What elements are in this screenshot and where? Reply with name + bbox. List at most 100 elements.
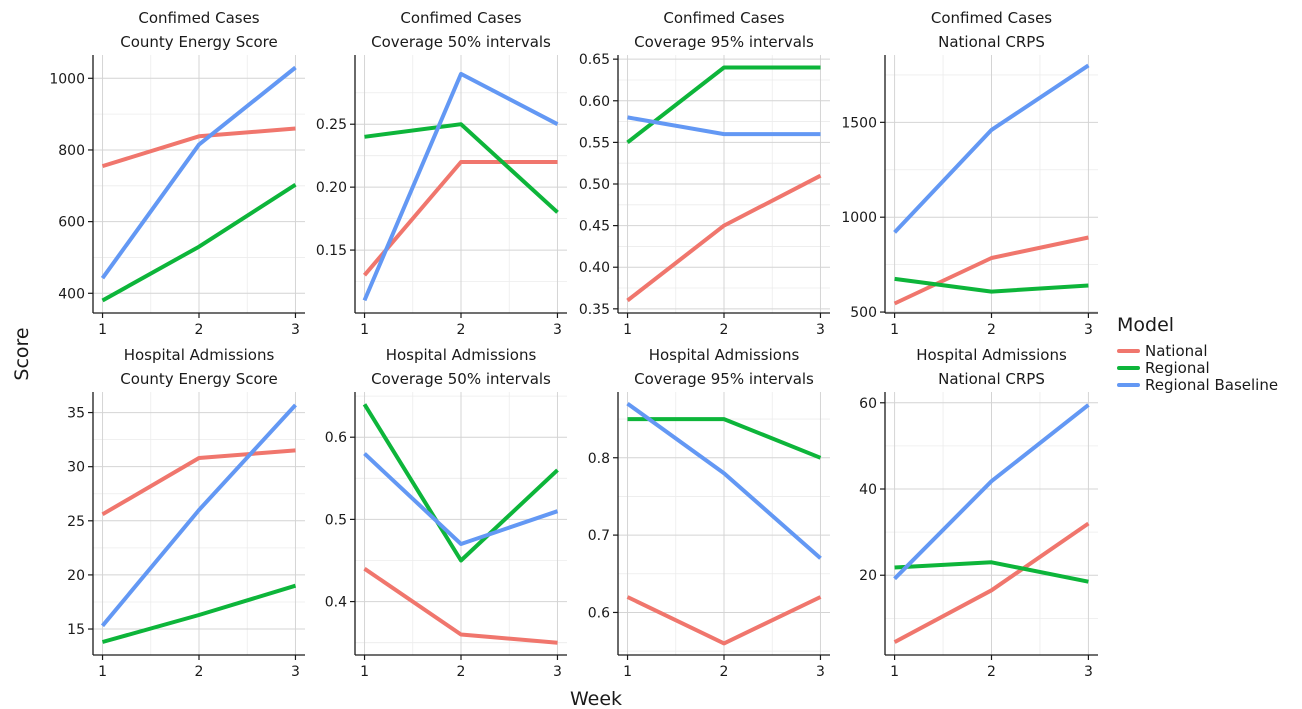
panel-title: Confimed Cases bbox=[138, 9, 259, 27]
series-line-regional bbox=[101, 583, 297, 644]
series-line-regional bbox=[101, 183, 297, 303]
y-tick-label: 600 bbox=[58, 215, 85, 231]
y-tick-label: 0.40 bbox=[579, 260, 610, 276]
x-tick-label: 2 bbox=[195, 322, 204, 338]
y-tick-label: 0.5 bbox=[325, 512, 347, 528]
series-line-national bbox=[362, 160, 558, 277]
x-tick-label: 2 bbox=[720, 664, 729, 680]
y-tick-label: 20 bbox=[859, 568, 877, 584]
y-tick-label: 400 bbox=[58, 286, 85, 302]
x-tick-label: 2 bbox=[720, 322, 729, 338]
legend-label-regional-baseline: Regional Baseline bbox=[1145, 376, 1278, 394]
x-tick-label: 1 bbox=[98, 322, 107, 338]
series-line-regional-baseline bbox=[893, 63, 1090, 234]
y-tick-label: 800 bbox=[58, 143, 85, 159]
series-line-regional-baseline bbox=[100, 65, 297, 280]
series-line-regional-baseline bbox=[100, 403, 297, 628]
panel-7: 0.6 0.7 0.8 1 2 3 Hospital Admissions Coverage … bbox=[588, 346, 830, 680]
legend-label-national: National bbox=[1145, 342, 1208, 360]
panel-title: Hospital Admissions bbox=[386, 346, 537, 364]
legend: Model National Regional Regional Baselin… bbox=[1117, 314, 1278, 394]
chart-panels: 400 600 800 1000 1 2 3 Confimed Cases County Ene… bbox=[49, 9, 1098, 680]
y-tick-label: 0.6 bbox=[325, 430, 347, 446]
panel-title: Confimed Cases bbox=[400, 9, 521, 27]
panel-subtitle: Coverage 50% intervals bbox=[371, 370, 551, 388]
series-line-national bbox=[101, 126, 296, 169]
x-tick-label: 2 bbox=[457, 664, 466, 680]
panel-subtitle: Coverage 50% intervals bbox=[371, 33, 551, 51]
legend-label-regional: Regional bbox=[1145, 359, 1210, 377]
panel-8: 20 40 60 1 2 3 Hospital Admissions National CRP… bbox=[859, 346, 1098, 680]
y-tick-label: 0.35 bbox=[579, 302, 610, 318]
x-tick-label: 3 bbox=[291, 664, 300, 680]
x-tick-label: 3 bbox=[816, 322, 825, 338]
panel-subtitle: County Energy Score bbox=[120, 33, 278, 51]
series-line-national bbox=[893, 521, 1090, 644]
y-tick-label: 0.4 bbox=[325, 595, 347, 611]
y-tick-label: 0.65 bbox=[579, 52, 610, 68]
series-line-regional bbox=[626, 65, 821, 144]
y-tick-label: 0.6 bbox=[588, 605, 610, 621]
x-tick-label: 1 bbox=[890, 322, 899, 338]
y-tick-label: 0.25 bbox=[316, 117, 347, 133]
series-line-regional bbox=[364, 122, 559, 214]
panel-title: Confimed Cases bbox=[663, 9, 784, 27]
x-tick-label: 3 bbox=[1084, 322, 1093, 338]
legend-item-national: National bbox=[1117, 342, 1208, 360]
series-line-regional bbox=[627, 417, 822, 460]
y-axis-label: Score bbox=[11, 327, 33, 380]
x-tick-label: 1 bbox=[623, 322, 632, 338]
x-tick-label: 1 bbox=[360, 664, 369, 680]
series-line-regional-baseline bbox=[363, 452, 559, 546]
x-tick-label: 3 bbox=[816, 664, 825, 680]
panel-title: Hospital Admissions bbox=[124, 346, 275, 364]
panel-subtitle: Coverage 95% intervals bbox=[634, 370, 814, 388]
panel-subtitle: Coverage 95% intervals bbox=[634, 33, 814, 51]
panel-title: Hospital Admissions bbox=[649, 346, 800, 364]
legend-item-regional: Regional bbox=[1117, 359, 1210, 377]
x-tick-label: 1 bbox=[623, 664, 632, 680]
y-tick-label: 0.60 bbox=[579, 94, 610, 110]
y-tick-label: 1000 bbox=[49, 71, 85, 87]
panel-title: Hospital Admissions bbox=[916, 346, 1067, 364]
legend-title: Model bbox=[1117, 314, 1174, 336]
y-tick-label: 15 bbox=[67, 622, 85, 638]
y-tick-label: 0.55 bbox=[579, 135, 610, 151]
legend-item-regional-baseline: Regional Baseline bbox=[1117, 376, 1278, 394]
x-tick-label: 3 bbox=[1084, 664, 1093, 680]
series-line-regional-baseline bbox=[893, 403, 1090, 581]
x-tick-label: 2 bbox=[195, 664, 204, 680]
y-tick-label: 40 bbox=[859, 482, 877, 498]
series-line-national bbox=[363, 567, 558, 645]
y-tick-label: 0.7 bbox=[588, 528, 610, 544]
x-axis-label: Week bbox=[570, 688, 622, 709]
y-tick-label: 0.15 bbox=[316, 243, 347, 259]
panel-3: 0.35 0.40 0.45 0.50 0.55 0.60 0.65 1 2 3 Confimed … bbox=[579, 9, 830, 338]
x-tick-label: 2 bbox=[987, 664, 996, 680]
panel-5: 15 20 25 30 35 1 2 3 Hospital Admissions County E… bbox=[67, 346, 305, 680]
y-tick-label: 30 bbox=[67, 460, 85, 476]
panel-4: 500 1000 1500 1 2 3 Confimed Cases National CRP… bbox=[841, 9, 1098, 338]
x-tick-label: 1 bbox=[890, 664, 899, 680]
series-line-regional bbox=[894, 560, 1089, 584]
panel-1: 400 600 800 1000 1 2 3 Confimed Cases County Ene… bbox=[49, 9, 305, 338]
series-line-regional bbox=[362, 403, 559, 563]
panel-subtitle: County Energy Score bbox=[120, 370, 278, 388]
x-tick-label: 1 bbox=[360, 322, 369, 338]
y-tick-label: 25 bbox=[67, 514, 85, 530]
x-tick-label: 3 bbox=[553, 664, 562, 680]
series-line-national bbox=[893, 235, 1089, 306]
y-tick-label: 0.20 bbox=[316, 180, 347, 196]
series-line-regional-baseline bbox=[627, 115, 821, 137]
x-tick-label: 3 bbox=[291, 322, 300, 338]
panel-2: 0.15 0.20 0.25 1 2 3 Confimed Cases Coverage 50… bbox=[316, 9, 567, 338]
y-tick-label: 1500 bbox=[841, 115, 877, 131]
y-tick-label: 35 bbox=[67, 406, 85, 422]
y-tick-label: 0.50 bbox=[579, 177, 610, 193]
x-tick-label: 2 bbox=[987, 322, 996, 338]
y-tick-label: 0.45 bbox=[579, 219, 610, 235]
series-line-regional-baseline bbox=[626, 401, 822, 560]
x-tick-label: 2 bbox=[457, 322, 466, 338]
y-tick-label: 0.8 bbox=[588, 451, 610, 467]
panel-subtitle: National CRPS bbox=[938, 33, 1045, 51]
